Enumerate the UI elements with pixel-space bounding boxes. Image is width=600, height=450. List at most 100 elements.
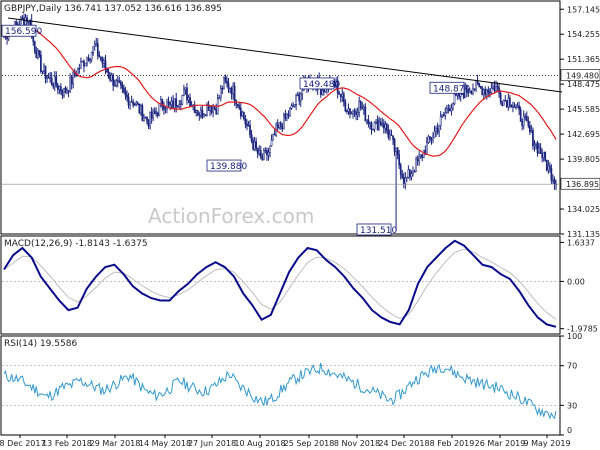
candle-body [492,86,494,89]
annotation-box [356,223,392,236]
candle-body [55,76,58,86]
candle-body [487,89,490,93]
candle-body [379,122,382,126]
macd-tick-label: 1.6337 [567,238,595,247]
candle-body [509,97,511,106]
candle-body [252,140,254,150]
x-tick-label: 26 Mar 2019 [475,439,526,448]
candle-body [193,104,196,114]
macd-line [3,239,557,328]
candle-body [152,110,154,119]
candle-body [81,60,84,63]
axis-price-label: 136.895 [566,180,599,189]
candle-body [296,94,299,96]
candle-body [439,116,442,126]
candle-body [359,101,362,108]
candle-body [159,99,162,104]
candle-body [432,136,434,141]
candle-body [56,84,59,90]
candle-body [395,147,397,152]
candle-body [196,110,199,115]
candle-body [115,80,118,86]
candle-body [525,115,528,122]
candle-body [100,56,102,60]
macd-tick-label: -1.9785 [567,325,598,334]
x-tick-label: 8 Feb 2019 [430,439,475,448]
candle-body [547,165,550,171]
candle-body [273,134,276,136]
candle-body [52,83,55,88]
candle-body [199,109,202,116]
candle-body [369,122,371,124]
candle-body [176,106,179,108]
candle-body [41,70,44,72]
candle-body [364,106,367,122]
candle-body [173,98,176,109]
candle-body [464,85,467,99]
candle-body [378,122,381,131]
candle-body [87,57,90,62]
candle-body [210,106,213,113]
candle-body [110,74,113,81]
candle-body [76,68,79,77]
candle-body [502,100,505,106]
candle-body [282,114,285,130]
candle-body [120,81,122,86]
candle-body [298,94,301,102]
candle-body [263,150,265,160]
candle-body [347,108,350,112]
candle-body [203,114,205,118]
candle-body [422,150,425,158]
candle-body [255,141,258,149]
candle-body [156,112,159,116]
candle-body [223,77,225,89]
axis-price-box [560,69,600,81]
candle-body [43,65,45,72]
candle-body [269,145,271,153]
candle-body [158,103,161,116]
candle-body [349,108,351,115]
annotation-label: 131.510 [360,226,397,236]
candle-body [133,104,136,106]
candle-body [402,177,405,184]
candle-body [264,149,267,152]
candle-body [472,88,474,94]
candle-body [350,113,353,115]
candle-body [15,21,18,25]
candle-body [501,101,504,106]
candle-body [375,119,377,123]
candle-body [256,147,259,154]
candle-body [83,60,85,67]
candle-body [352,110,354,114]
candle-body [344,101,347,112]
candle-body [198,114,201,116]
candle-body [386,123,388,131]
candle-body [427,136,430,143]
candle-body [515,106,517,109]
candle-body [47,77,50,79]
candle-body [381,123,384,126]
candle-body [495,86,497,92]
candle-body [232,85,234,95]
candle-body [213,107,216,110]
candle-body [284,114,287,119]
candle-body [552,179,554,181]
candle-body [67,90,70,92]
candle-body [358,101,361,113]
candle-body [465,85,468,93]
candle-body [50,77,53,85]
candle-body [289,108,291,116]
candle-body [484,89,487,95]
candle-body [436,128,439,133]
macd-axis-group: 1.6337 0.00 -1.9785 [2,238,598,334]
candle-body [279,122,282,127]
candle-body [116,80,119,82]
candle-body [24,17,27,26]
candle-body [550,167,553,181]
candle-body [475,80,477,90]
candle-body [170,100,173,106]
candle-body [342,93,345,103]
candle-body [72,72,75,85]
candle-body [490,87,493,93]
candle-body [101,59,104,64]
